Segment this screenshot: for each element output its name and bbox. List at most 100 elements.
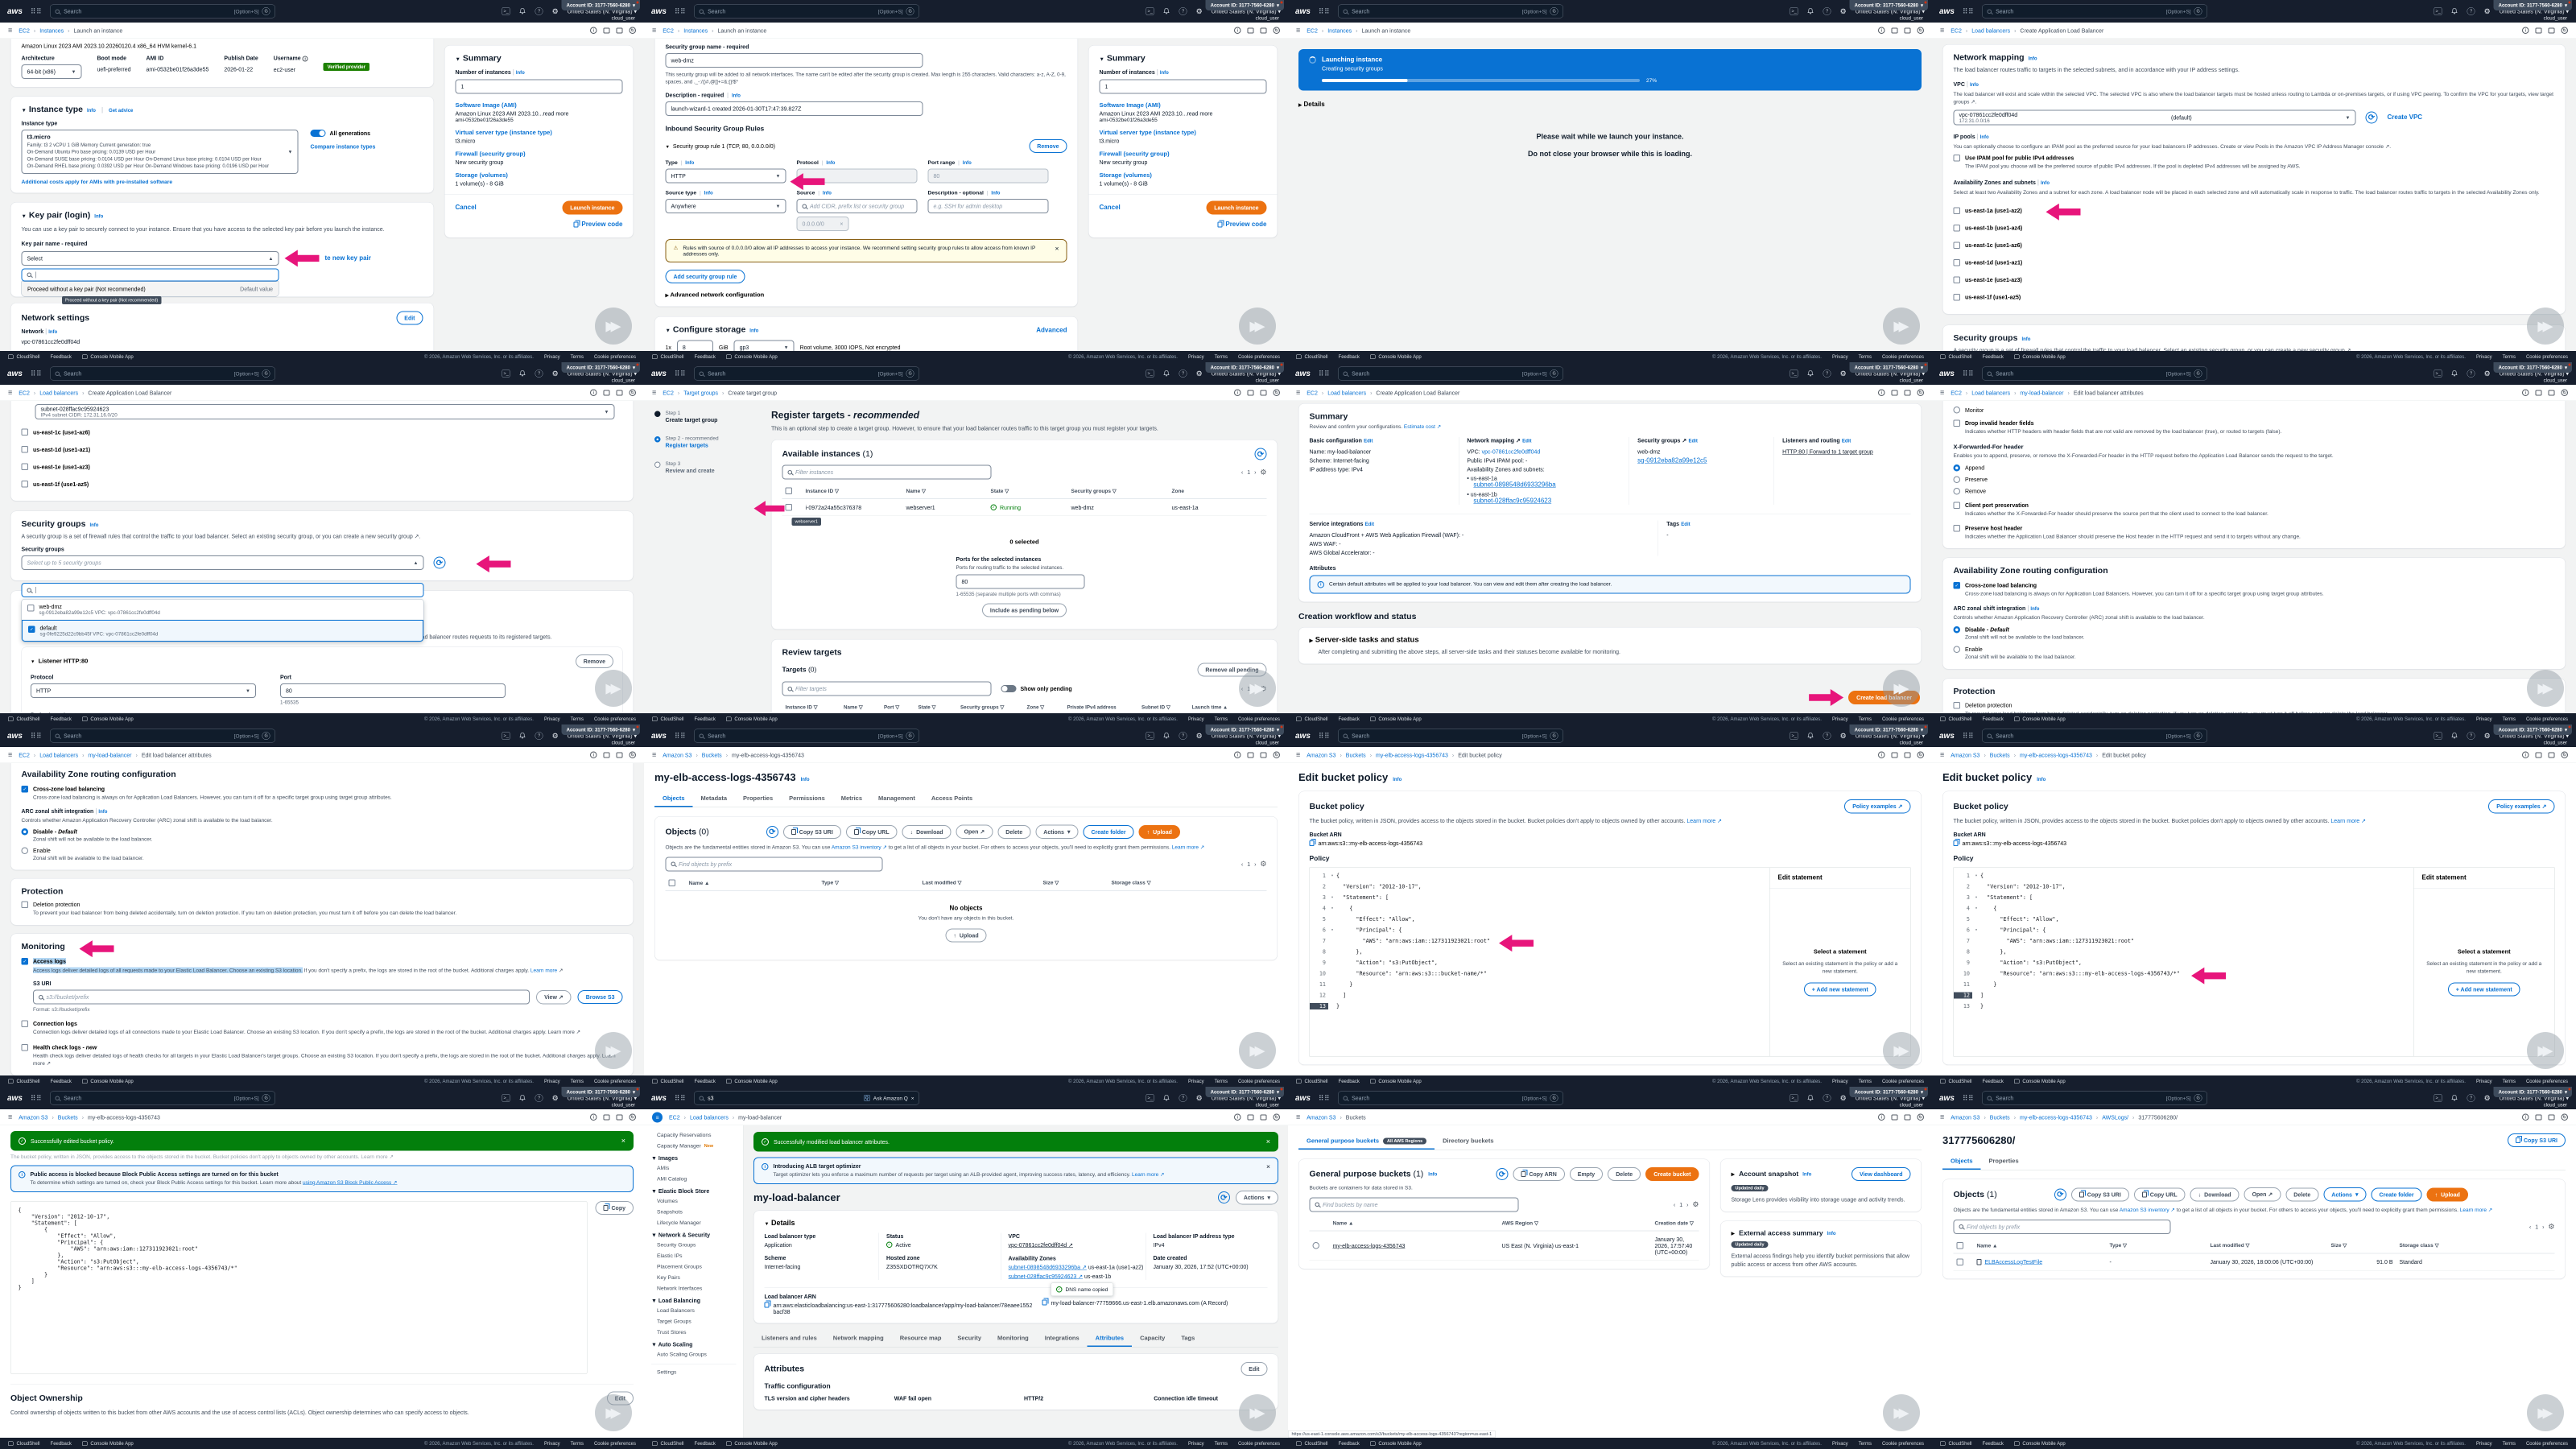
sg-link[interactable]: sg-0912eba82a99e12c5 bbox=[1637, 456, 1707, 464]
settings-gear-icon[interactable]: ⚙ bbox=[1692, 1200, 1699, 1209]
empty-button[interactable]: Empty bbox=[1569, 1167, 1604, 1181]
breadcrumb-item[interactable]: Target groups bbox=[683, 389, 719, 396]
settings-gear-icon[interactable]: ⚙ bbox=[551, 731, 559, 740]
console-search-input[interactable]: Search Q× [Option+S]G bbox=[694, 366, 920, 381]
learn-more-link[interactable]: Learn more ↗ bbox=[1686, 817, 1723, 824]
cookie-preferences-link[interactable]: Cookie preferences bbox=[1237, 1078, 1280, 1084]
console-search-input[interactable]: Search Q× [Option+S]G bbox=[50, 366, 276, 381]
cloudshell-link[interactable]: CloudShell bbox=[8, 716, 40, 722]
tab[interactable]: Resource map bbox=[899, 1334, 942, 1342]
cloudshell-icon[interactable]: >_ bbox=[1790, 1094, 1798, 1102]
terms-link[interactable]: Terms bbox=[570, 353, 584, 360]
close-banner-icon[interactable]: × bbox=[621, 1137, 625, 1145]
help-icon[interactable]: ? bbox=[2467, 369, 2475, 378]
history-icon[interactable]: ↻ bbox=[1273, 389, 1280, 396]
find-buckets-input[interactable]: Find buckets by name bbox=[1309, 1197, 1519, 1212]
settings-gear-icon[interactable]: ⚙ bbox=[1260, 860, 1267, 869]
feedback-link[interactable]: Feedback bbox=[1982, 716, 2004, 722]
copy-url-button[interactable]: Copy URL bbox=[2133, 1187, 2186, 1202]
history-icon[interactable]: ↻ bbox=[2561, 751, 2568, 758]
compare-instance-types-link[interactable]: Compare instance types bbox=[310, 143, 376, 150]
services-grid-icon[interactable]: ⠿⠿ bbox=[1318, 369, 1331, 378]
console-mobile-app-link[interactable]: Console Mobile App bbox=[81, 1441, 134, 1447]
client-port-row[interactable]: Client port preservation Indicates whethe… bbox=[1953, 502, 2555, 517]
az-checkbox[interactable] bbox=[1953, 258, 1960, 266]
breadcrumb-item[interactable]: Amazon S3 bbox=[1951, 751, 1980, 758]
aws-logo[interactable]: aws bbox=[1295, 6, 1311, 16]
settings-gear-icon[interactable]: ⚙ bbox=[1195, 6, 1203, 15]
notifications-icon[interactable] bbox=[603, 1114, 610, 1121]
account-menu[interactable]: Account ID: 3177-7560-6280 ▾ bbox=[2493, 1087, 2572, 1097]
notifications-bell-icon[interactable] bbox=[1163, 733, 1170, 740]
refresh-icon[interactable]: ⟳ bbox=[1496, 1168, 1509, 1180]
details-expander[interactable]: ▼ Details bbox=[764, 1218, 795, 1227]
advanced-link[interactable]: Advanced bbox=[1036, 327, 1067, 334]
object-row[interactable]: ELBAccessLogTestFile - January 30, 2026,… bbox=[1953, 1253, 2555, 1271]
console-mobile-app-link[interactable]: Console Mobile App bbox=[81, 1079, 134, 1084]
services-grid-icon[interactable]: ⠿⠿ bbox=[30, 369, 43, 378]
console-search-input[interactable]: Search Q× [Option+S]G bbox=[1338, 4, 1564, 19]
console-mobile-app-link[interactable]: Console Mobile App bbox=[1369, 354, 1422, 360]
az-row[interactable]: us-east-1b (use1-az4) bbox=[1953, 219, 2555, 237]
cloudshell-link[interactable]: CloudShell bbox=[8, 1079, 40, 1084]
inventory-link[interactable]: Amazon S3 inventory ↗ bbox=[2119, 1207, 2175, 1213]
console-search-input[interactable]: Search Q× [Option+S]G bbox=[50, 4, 276, 19]
mobile-icon[interactable] bbox=[2548, 390, 2555, 396]
delete-button[interactable]: Delete bbox=[1608, 1167, 1641, 1181]
info-icon[interactable]: i bbox=[2522, 27, 2529, 34]
cloudshell-icon[interactable]: >_ bbox=[502, 1094, 510, 1102]
column-header[interactable]: Instance ID ▽ bbox=[782, 700, 841, 713]
az-checkbox[interactable] bbox=[1953, 293, 1960, 301]
edit-object-ownership-button[interactable]: Edit bbox=[606, 1391, 634, 1406]
mobile-icon[interactable] bbox=[616, 390, 623, 396]
mobile-icon[interactable] bbox=[1260, 752, 1267, 758]
feedback-link[interactable]: Feedback bbox=[1338, 353, 1360, 360]
services-grid-icon[interactable]: ⠿⠿ bbox=[30, 6, 43, 15]
terms-link[interactable]: Terms bbox=[570, 1078, 584, 1084]
info-link[interactable]: Info bbox=[515, 69, 525, 76]
cloudshell-icon[interactable]: >_ bbox=[1790, 7, 1798, 15]
policy-examples-button[interactable]: Policy examples ↗ bbox=[1844, 799, 1911, 814]
history-icon[interactable]: ↻ bbox=[1917, 27, 1924, 34]
virtual-server-type-link[interactable]: Virtual server type (instance type) bbox=[455, 129, 552, 137]
sidebar-item[interactable]: Key Pairs bbox=[657, 1274, 680, 1281]
tab[interactable]: Capacity bbox=[1140, 1334, 1166, 1342]
cloudshell-icon[interactable]: >_ bbox=[1146, 7, 1154, 15]
notifications-bell-icon[interactable] bbox=[1163, 370, 1170, 378]
download-button[interactable]: ↓ Download bbox=[902, 824, 952, 839]
region-selector[interactable]: United States (N. Virginia) ▾ bbox=[1211, 732, 1281, 739]
inventory-link[interactable]: Amazon S3 inventory ↗ bbox=[831, 844, 887, 851]
services-grid-icon[interactable]: ⠿⠿ bbox=[1962, 369, 1975, 378]
az-checkbox[interactable] bbox=[21, 463, 28, 470]
volume-size-input[interactable]: 8 bbox=[676, 340, 713, 351]
tab[interactable]: Properties bbox=[743, 795, 774, 803]
arc-enable-radio[interactable]: Enable Zonal shift will be available to t… bbox=[1953, 646, 2555, 660]
history-icon[interactable]: ↻ bbox=[629, 27, 636, 34]
az-row[interactable]: us-east-1f (use1-az5) bbox=[1953, 288, 2555, 306]
breadcrumb-item[interactable]: Amazon S3 bbox=[1307, 1113, 1336, 1121]
services-grid-icon[interactable]: ⠿⠿ bbox=[1318, 6, 1331, 15]
next-page-icon[interactable]: › bbox=[1254, 861, 1257, 868]
console-mobile-app-link[interactable]: Console Mobile App bbox=[2013, 1079, 2066, 1084]
edit-button[interactable]: Edit bbox=[396, 311, 423, 325]
copy-s3-uri-top-button[interactable]: Copy S3 URI bbox=[2507, 1133, 2566, 1147]
cookie-preferences-link[interactable]: Cookie preferences bbox=[1237, 1440, 1280, 1447]
key-pair-option[interactable]: Proceed without a key pair (Not recommen… bbox=[21, 281, 279, 304]
wizard-step[interactable]: Step 1 Create target group bbox=[654, 410, 755, 423]
info-icon[interactable]: i bbox=[1234, 389, 1241, 396]
help-icon[interactable]: ? bbox=[535, 369, 543, 378]
notifications-icon[interactable] bbox=[1247, 390, 1254, 396]
az-checkbox[interactable] bbox=[1953, 276, 1960, 283]
console-mobile-app-link[interactable]: Console Mobile App bbox=[725, 354, 778, 360]
sidebar-item[interactable]: Settings bbox=[651, 1364, 737, 1377]
settings-gear-icon[interactable]: ⚙ bbox=[1839, 1093, 1847, 1102]
console-mobile-app-link[interactable]: Console Mobile App bbox=[81, 716, 134, 722]
column-header[interactable]: Last modified ▽ bbox=[919, 875, 1040, 891]
tab[interactable]: Metrics bbox=[840, 795, 863, 803]
console-search-input[interactable]: Search Q× [Option+S]G bbox=[694, 729, 920, 743]
sidebar-item[interactable]: ▼ Load Balancing bbox=[651, 1297, 700, 1304]
help-icon[interactable]: ? bbox=[535, 732, 543, 740]
breadcrumb-item[interactable]: Buckets bbox=[57, 1113, 78, 1121]
cloudshell-link[interactable]: CloudShell bbox=[8, 1441, 40, 1447]
